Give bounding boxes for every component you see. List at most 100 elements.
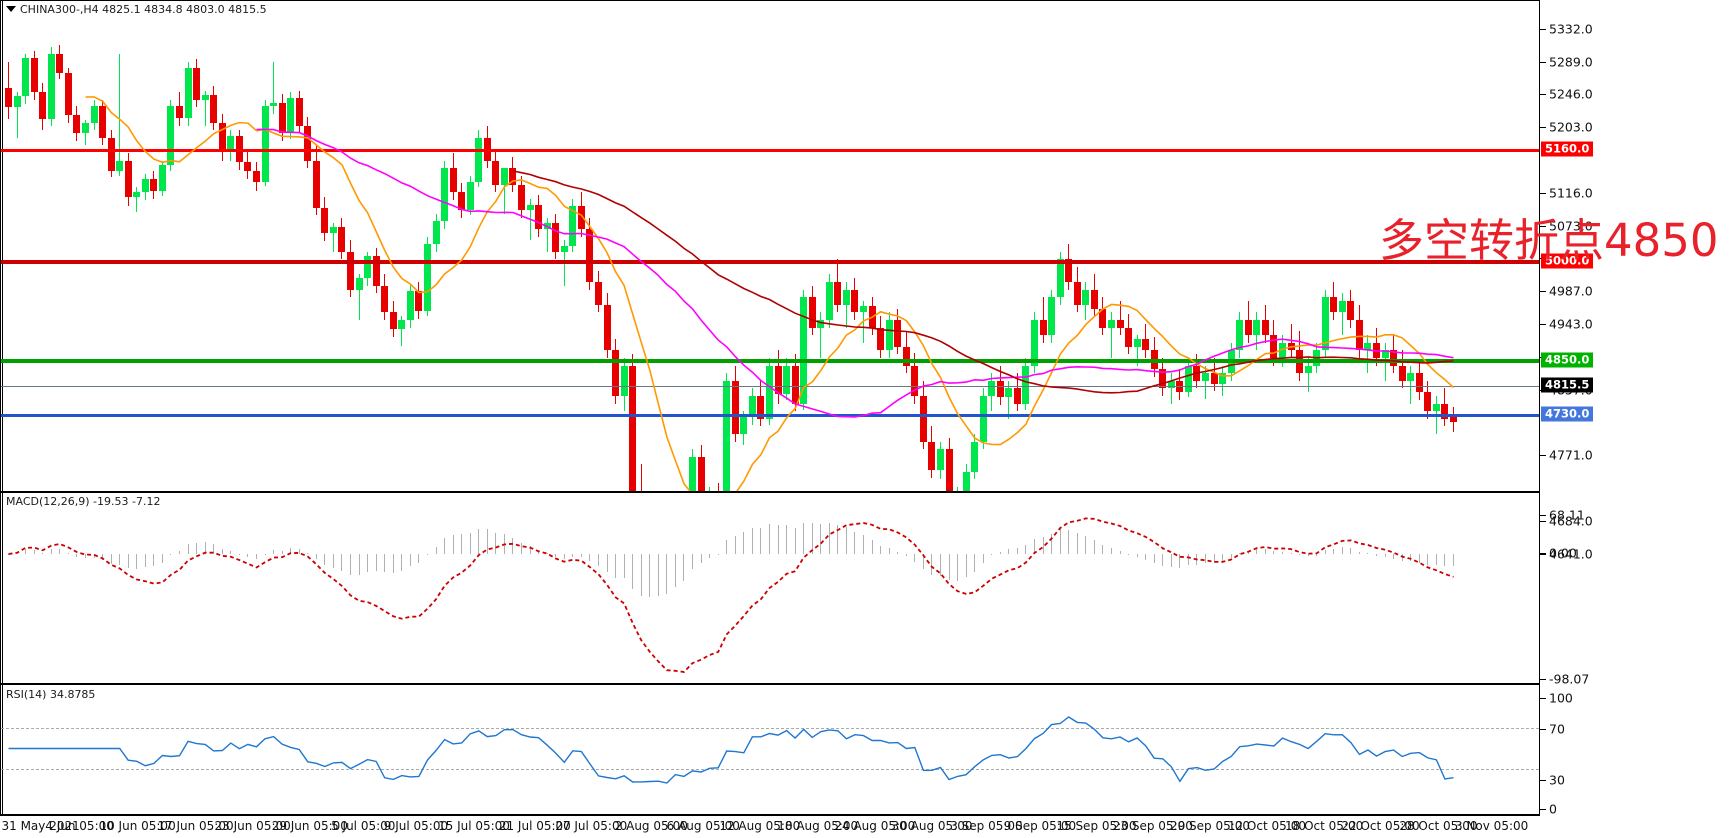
candlestick[interactable] xyxy=(329,1,337,491)
candlestick[interactable] xyxy=(612,1,620,491)
candlestick[interactable] xyxy=(1176,1,1184,491)
candlestick[interactable] xyxy=(1099,1,1107,491)
candlestick[interactable] xyxy=(1090,1,1098,491)
candlestick[interactable] xyxy=(64,1,72,491)
candlestick[interactable] xyxy=(235,1,243,491)
candlestick[interactable] xyxy=(971,1,979,491)
candlestick[interactable] xyxy=(458,1,466,491)
candlestick[interactable] xyxy=(936,1,944,491)
candlestick[interactable] xyxy=(672,1,679,491)
candlestick[interactable] xyxy=(1022,1,1030,491)
candlestick[interactable] xyxy=(945,1,953,491)
candlestick[interactable] xyxy=(748,1,756,491)
candlestick[interactable] xyxy=(124,1,132,491)
price-axis[interactable]: 5332.05289.05246.05203.05116.05073.05030… xyxy=(1540,0,1732,838)
price-badge-5160.0[interactable]: 5160.0 xyxy=(1541,141,1594,157)
candlestick[interactable] xyxy=(295,1,303,491)
candlestick[interactable] xyxy=(1202,1,1209,491)
candlestick[interactable] xyxy=(1048,1,1056,491)
macd-plot-area[interactable] xyxy=(1,493,1539,683)
candlestick[interactable] xyxy=(860,1,867,491)
candlestick[interactable] xyxy=(90,1,98,491)
macd-panel[interactable]: MACD(12,26,9) -19.53 -7.12 xyxy=(0,492,1540,684)
candlestick[interactable] xyxy=(1056,1,1064,491)
candlestick[interactable] xyxy=(851,1,859,491)
support-4850-line[interactable] xyxy=(1,359,1539,363)
candlestick[interactable] xyxy=(1219,1,1227,491)
candlestick[interactable] xyxy=(885,1,893,491)
candlestick[interactable] xyxy=(586,1,594,491)
candlestick[interactable] xyxy=(355,1,363,491)
candlestick[interactable] xyxy=(261,1,269,491)
candlestick[interactable] xyxy=(107,1,115,491)
candlestick[interactable] xyxy=(1167,1,1175,491)
support-4730-line[interactable] xyxy=(1,414,1539,417)
candlestick[interactable] xyxy=(1073,1,1081,491)
candlestick[interactable] xyxy=(1347,1,1355,491)
candlestick[interactable] xyxy=(877,1,885,491)
price-badge-4850.0[interactable]: 4850.0 xyxy=(1541,352,1594,368)
candlestick[interactable] xyxy=(1107,1,1115,491)
candlestick[interactable] xyxy=(894,1,902,491)
candlestick[interactable] xyxy=(817,1,825,491)
candlestick[interactable] xyxy=(1364,1,1372,491)
candlestick[interactable] xyxy=(962,1,970,491)
candlestick[interactable] xyxy=(304,1,312,491)
candlestick[interactable] xyxy=(954,1,961,491)
candlestick[interactable] xyxy=(577,1,585,491)
candlestick[interactable] xyxy=(441,1,449,491)
price-chart-panel[interactable]: CHINA300-,H4 4825.1 4834.8 4803.0 4815.5… xyxy=(0,0,1719,492)
candlestick[interactable] xyxy=(1253,1,1261,491)
candlestick[interactable] xyxy=(842,1,850,491)
candlestick[interactable] xyxy=(432,1,440,491)
candlestick[interactable] xyxy=(680,1,687,491)
candlestick[interactable] xyxy=(287,1,295,491)
candlestick[interactable] xyxy=(22,1,30,491)
candlestick[interactable] xyxy=(449,1,457,491)
candlestick[interactable] xyxy=(30,1,38,491)
candlestick[interactable] xyxy=(1330,1,1338,491)
resistance-5000-line[interactable] xyxy=(1,260,1539,264)
candlestick[interactable] xyxy=(500,1,508,491)
candlestick[interactable] xyxy=(603,1,611,491)
candlestick[interactable] xyxy=(406,1,414,491)
candlestick[interactable] xyxy=(928,1,936,491)
candlestick[interactable] xyxy=(56,1,64,491)
candlestick[interactable] xyxy=(39,1,47,491)
candlestick[interactable] xyxy=(715,1,722,491)
candlestick[interactable] xyxy=(655,1,662,491)
candlestick[interactable] xyxy=(723,1,731,491)
candlestick[interactable] xyxy=(1278,1,1286,491)
candlestick[interactable] xyxy=(347,1,354,491)
candlestick[interactable] xyxy=(1065,1,1073,491)
candlestick[interactable] xyxy=(774,1,782,491)
candlestick[interactable] xyxy=(1270,1,1278,491)
candlestick[interactable] xyxy=(988,1,996,491)
candlestick[interactable] xyxy=(1304,1,1312,491)
candlestick[interactable] xyxy=(5,1,12,491)
candlestick[interactable] xyxy=(706,1,713,491)
candlestick[interactable] xyxy=(321,1,329,491)
candlestick[interactable] xyxy=(99,1,107,491)
candlestick[interactable] xyxy=(73,1,81,491)
candlestick[interactable] xyxy=(415,1,423,491)
candlestick[interactable] xyxy=(919,1,927,491)
candlestick[interactable] xyxy=(116,1,124,491)
candlestick[interactable] xyxy=(552,1,560,491)
candlestick[interactable] xyxy=(1005,1,1013,491)
candlestick[interactable] xyxy=(398,1,406,491)
candlestick[interactable] xyxy=(800,1,808,491)
candlestick[interactable] xyxy=(372,1,380,491)
candlestick[interactable] xyxy=(158,1,166,491)
candlestick[interactable] xyxy=(834,1,842,491)
candlestick[interactable] xyxy=(150,1,158,491)
candlestick[interactable] xyxy=(1125,1,1133,491)
candlestick[interactable] xyxy=(902,1,910,491)
candlestick[interactable] xyxy=(526,1,534,491)
candlestick[interactable] xyxy=(201,1,209,491)
candlestick[interactable] xyxy=(1321,1,1329,491)
candlestick[interactable] xyxy=(791,1,799,491)
candlestick[interactable] xyxy=(141,1,149,491)
candlestick[interactable] xyxy=(783,1,791,491)
candlestick[interactable] xyxy=(740,1,748,491)
